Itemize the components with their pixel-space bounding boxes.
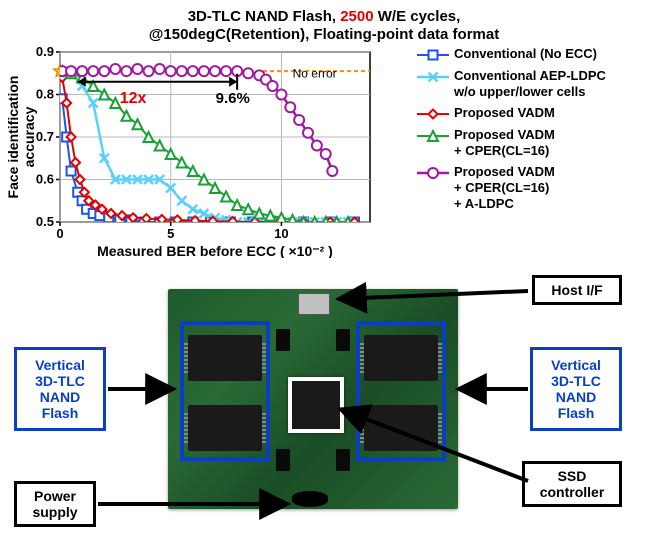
legend-label: Conventional AEP-LDPC w/o upper/lower ce… bbox=[454, 68, 640, 99]
title-highlight: 2500 bbox=[340, 8, 373, 25]
svg-text:0: 0 bbox=[56, 226, 63, 241]
svg-text:0.5: 0.5 bbox=[36, 214, 54, 229]
svg-text:0.8: 0.8 bbox=[36, 87, 54, 102]
svg-text:Face identificationaccuracy: Face identificationaccuracy bbox=[8, 76, 37, 199]
svg-text:No error: No error bbox=[293, 67, 337, 81]
title-line2: @150degC(Retention), Floating-point data… bbox=[149, 26, 499, 43]
svg-text:Measured BER before ECC ( ×10⁻: Measured BER before ECC ( ×10⁻² ) bbox=[97, 243, 333, 258]
legend-label: Proposed VADM bbox=[454, 105, 640, 121]
legend: Conventional (No ECC) Conventional AEP-LD… bbox=[408, 46, 640, 263]
svg-text:12x: 12x bbox=[120, 90, 147, 107]
svg-text:10: 10 bbox=[274, 226, 288, 241]
title-mid: W/E cycles, bbox=[374, 8, 461, 25]
board-photo-area: Host I/F Vertical 3D-TLC NAND Flash Vert… bbox=[8, 269, 640, 534]
callout-arrows bbox=[8, 269, 640, 534]
legend-label: Proposed VADM + CPER(CL=16) bbox=[454, 127, 640, 158]
chart-row: 0.5 0.6 0.7 0.8 0.9 0 5 10 12x 9.6% No error Measur… bbox=[8, 46, 640, 263]
legend-marker-icon bbox=[416, 48, 450, 62]
legend-marker-icon bbox=[416, 166, 450, 180]
svg-text:9.6%: 9.6% bbox=[216, 90, 250, 107]
svg-text:0.6: 0.6 bbox=[36, 172, 54, 187]
legend-item: Proposed VADM + CPER(CL=16) bbox=[416, 127, 640, 158]
svg-text:5: 5 bbox=[167, 226, 174, 241]
legend-label: Proposed VADM + CPER(CL=16) + A-LDPC bbox=[454, 164, 640, 211]
legend-item: Conventional (No ECC) bbox=[416, 46, 640, 62]
chart-title: 3D-TLC NAND Flash, 2500 W/E cycles, @150… bbox=[8, 8, 640, 44]
legend-marker-icon bbox=[416, 129, 450, 143]
legend-item: Proposed VADM + CPER(CL=16) + A-LDPC bbox=[416, 164, 640, 211]
legend-marker-icon bbox=[416, 70, 450, 84]
svg-text:0.7: 0.7 bbox=[36, 129, 54, 144]
legend-label: Conventional (No ECC) bbox=[454, 46, 640, 62]
legend-marker-icon bbox=[416, 107, 450, 121]
figure-root: 3D-TLC NAND Flash, 2500 W/E cycles, @150… bbox=[8, 8, 640, 534]
legend-item: Conventional AEP-LDPC w/o upper/lower ce… bbox=[416, 68, 640, 99]
legend-item: Proposed VADM bbox=[416, 105, 640, 121]
chart-region: 0.5 0.6 0.7 0.8 0.9 0 5 10 12x 9.6% No error Measur… bbox=[8, 46, 408, 263]
svg-text:0.9: 0.9 bbox=[36, 46, 54, 59]
title-prefix: 3D-TLC NAND Flash, bbox=[188, 8, 341, 25]
line-chart: 0.5 0.6 0.7 0.8 0.9 0 5 10 12x 9.6% No error Measur… bbox=[8, 46, 408, 258]
